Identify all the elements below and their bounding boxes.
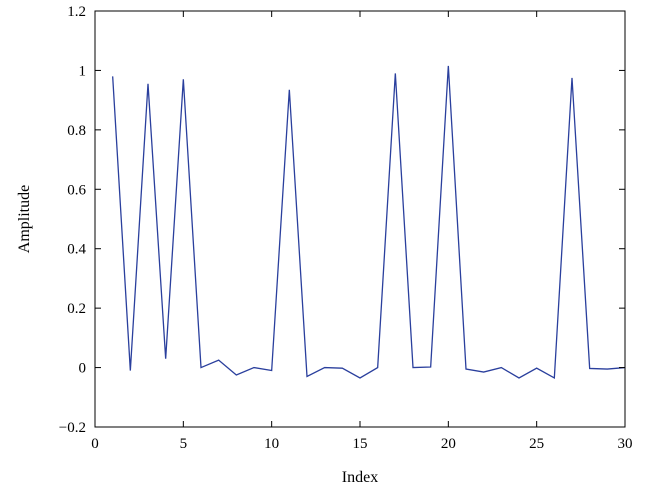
y-tick-label: 0.8 xyxy=(67,123,86,139)
y-tick-label: 0.4 xyxy=(67,242,86,258)
x-tick-label: 25 xyxy=(529,436,544,452)
y-tick-label: 0.6 xyxy=(67,182,86,198)
x-tick-label: 10 xyxy=(264,436,279,452)
labels-layer: 0 5 10 15 20 25 30 −0.2 0 0.2 0.4 0.6 0.8 1 1.2 xyxy=(59,4,633,452)
y-tick-label: 0.2 xyxy=(67,301,86,317)
x-tick-label: 15 xyxy=(353,436,368,452)
series-layer xyxy=(112,65,626,380)
y-tick-label: 1.2 xyxy=(67,4,86,20)
y-tick-label: −0.2 xyxy=(59,420,86,436)
x-tick-label: 5 xyxy=(180,436,188,452)
series-line-1 xyxy=(112,65,626,380)
y-axis-title: Amplitude xyxy=(16,185,33,253)
x-tick-label: 0 xyxy=(91,436,99,452)
x-axis-title: Index xyxy=(342,469,378,486)
y-tick-label: 0 xyxy=(79,361,87,377)
x-tick-label: 20 xyxy=(441,436,456,452)
y-tick-label: 1 xyxy=(79,63,87,79)
x-tick-label: 30 xyxy=(618,436,633,452)
axes-layer xyxy=(94,10,626,428)
